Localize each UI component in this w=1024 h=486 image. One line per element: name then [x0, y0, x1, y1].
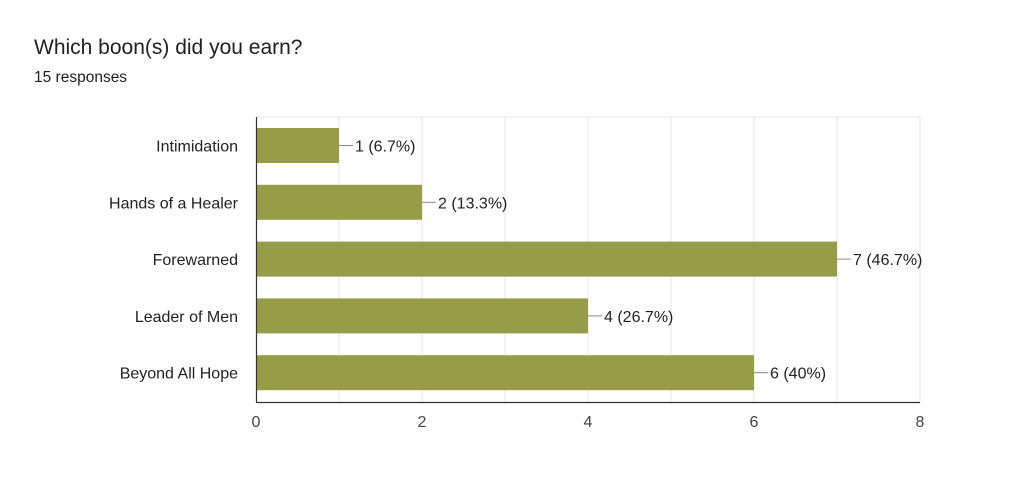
- x-tick-label-2: 4: [584, 414, 593, 431]
- category-label-3: Leader of Men: [135, 309, 238, 326]
- axes: [255, 117, 920, 404]
- response-count: 15 responses: [34, 69, 128, 86]
- bar-1: [256, 184, 422, 220]
- x-tick-label-1: 2: [418, 414, 427, 431]
- x-tick-label-3: 6: [750, 414, 759, 431]
- data-label-3: 4 (26.7%): [604, 309, 673, 326]
- data-label-2: 7 (46.7%): [853, 252, 922, 269]
- data-label-0: 1 (6.7%): [355, 139, 415, 156]
- x-tick-label-4: 8: [916, 414, 925, 431]
- category-label-4: Beyond All Hope: [120, 366, 238, 383]
- data-label-1: 2 (13.3%): [438, 195, 507, 212]
- question-title: Which boon(s) did you earn?: [34, 36, 303, 59]
- data-label-4: 6 (40%): [770, 366, 826, 383]
- bar-2: [256, 241, 837, 277]
- category-label-1: Hands of a Healer: [109, 195, 239, 212]
- x-tick-label-0: 0: [252, 414, 261, 431]
- bars: [256, 128, 851, 391]
- bar-4: [256, 355, 754, 391]
- category-label-2: Forewarned: [153, 252, 238, 269]
- labels: 1 (6.7%) Intimidation 2 (13.3%) Hands of a …: [109, 139, 925, 432]
- category-label-0: Intimidation: [156, 139, 238, 156]
- bar-0: [256, 128, 339, 163]
- bar-3: [256, 298, 588, 334]
